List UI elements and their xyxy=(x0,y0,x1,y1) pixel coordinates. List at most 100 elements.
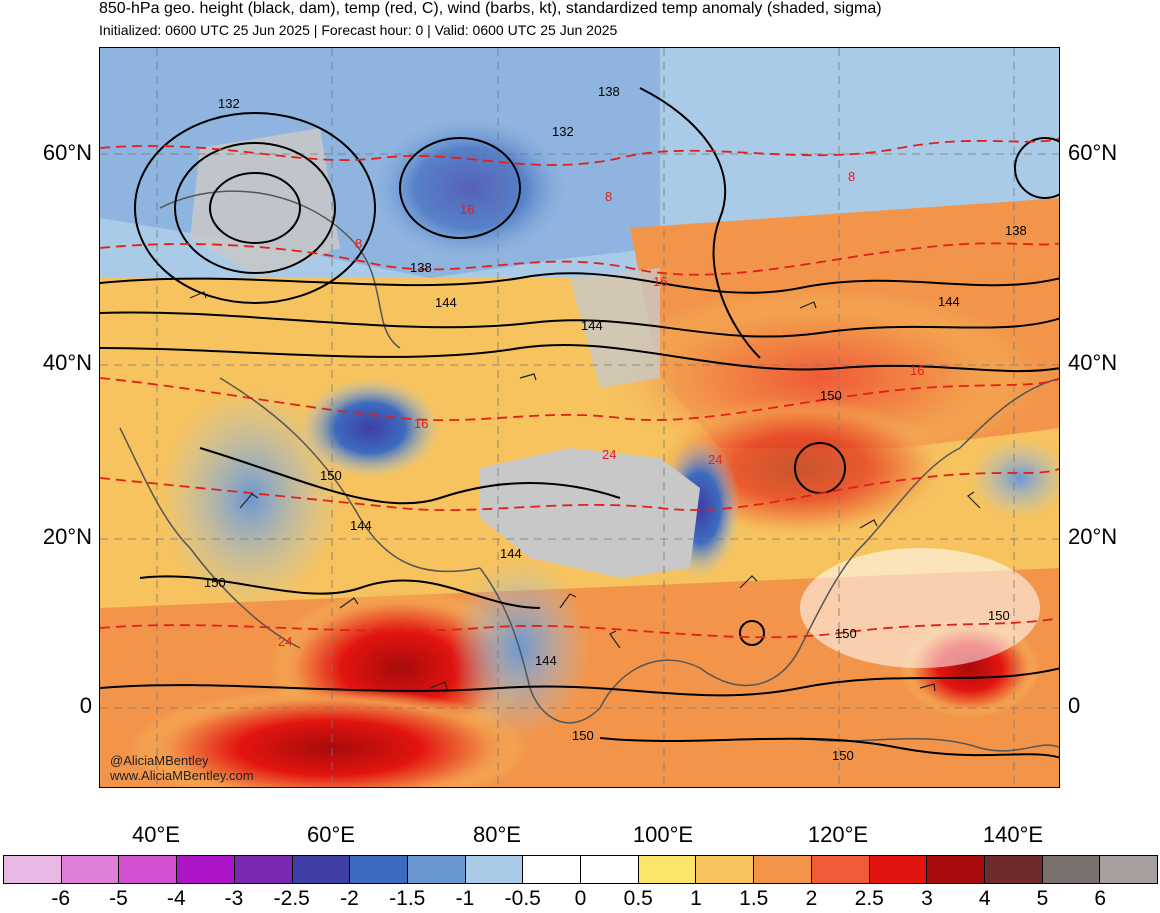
colorbar-tick-label: -2 xyxy=(340,887,359,910)
colorbar-swatch xyxy=(811,856,870,883)
lon-label-140e: 140°E xyxy=(982,822,1044,847)
colorbar-swatch xyxy=(754,856,812,883)
colorbar-tick-label: -0.5 xyxy=(504,887,541,910)
lat-label-eq-left: 0 xyxy=(79,693,92,718)
colorbar-swatch xyxy=(984,856,1043,883)
lat-label-40n-right: 40°N xyxy=(1068,350,1118,375)
colorbar-swatch xyxy=(696,856,755,883)
colorbar-tick-label: 1 xyxy=(690,887,702,910)
anomaly-colorbar xyxy=(3,855,1158,884)
colorbar-tick-label: 0.5 xyxy=(623,887,653,910)
height-label: 144 xyxy=(535,653,557,668)
colorbar-tick-label: 4 xyxy=(978,887,991,910)
temp-contours xyxy=(100,137,1059,639)
anomaly-neutral-pacific xyxy=(800,548,1040,668)
colorbar-swatch xyxy=(292,856,351,883)
colorbar-tick-label: -2.5 xyxy=(273,887,310,910)
colorbar-swatch xyxy=(1100,856,1158,883)
credit-handle: @AliciaMBentley xyxy=(110,753,209,768)
height-labels: 132 138 132 138 144 144 138 144 150 150 … xyxy=(204,84,1027,763)
chart-subtitle: Initialized: 0600 UTC 25 Jun 2025 | Fore… xyxy=(99,22,618,38)
temp-label: 16 xyxy=(653,274,667,289)
lon-label-40e: 40°E xyxy=(132,822,180,847)
temp-label: 24 xyxy=(278,634,292,649)
height-label: 138 xyxy=(1005,223,1027,238)
height-label: 150 xyxy=(988,608,1010,623)
colorbar-tick-label: 0 xyxy=(574,887,587,910)
height-label: 144 xyxy=(500,546,522,561)
colorbar-swatch xyxy=(4,856,62,883)
anomaly-hot-equatorial xyxy=(130,688,530,787)
height-contours xyxy=(100,87,1059,759)
map-panel: 132 138 132 138 144 144 138 144 150 150 … xyxy=(99,47,1060,788)
terrain-mask-tibet xyxy=(480,448,700,578)
height-label: 150 xyxy=(820,388,842,403)
colorbar-swatch xyxy=(177,856,235,883)
colorbar-swatch xyxy=(465,856,524,883)
colorbar-swatch xyxy=(638,856,697,883)
wind-barbs xyxy=(189,291,981,692)
colorbar-tick-label: -1 xyxy=(455,887,475,910)
anomaly-cool-japan xyxy=(970,438,1059,518)
anomaly-cool-india xyxy=(450,558,590,738)
colorbar-swatch xyxy=(61,856,120,883)
colorbar-swatch xyxy=(523,856,582,883)
temp-label: 8 xyxy=(848,169,855,184)
colorbar-swatch xyxy=(119,856,178,883)
lat-label-60n-right: 60°N xyxy=(1068,140,1118,165)
colorbar-swatch xyxy=(350,856,408,883)
height-label: 150 xyxy=(835,626,857,641)
terrain-mask-north xyxy=(190,128,340,278)
chart-title: 850-hPa geo. height (black, dam), temp (… xyxy=(99,0,882,17)
colorbar-swatch xyxy=(927,856,985,883)
height-label: 150 xyxy=(572,728,594,743)
temp-label: 8 xyxy=(355,236,362,251)
lon-label-120e: 120°E xyxy=(807,822,869,847)
graticule xyxy=(100,48,1059,787)
temp-label: 16 xyxy=(414,416,428,431)
colorbar-tick-label: -3 xyxy=(224,887,244,910)
credit-site: www.AliciaMBentley.com xyxy=(110,768,254,783)
height-label: 144 xyxy=(938,294,960,309)
lat-label-60n-left: 60°N xyxy=(42,140,92,165)
colorbar-tick-label: 3 xyxy=(921,887,933,910)
colorbar-tick-label: -1.5 xyxy=(389,887,426,910)
colorbar-tick-label: 6 xyxy=(1094,887,1107,910)
colorbar-tick-label: -5 xyxy=(109,887,128,910)
lon-label-100e: 100°E xyxy=(632,822,694,847)
lat-label-20n-right: 20°N xyxy=(1068,524,1118,549)
lat-label-40n-left: 40°N xyxy=(42,350,92,375)
lat-label-eq-right: 0 xyxy=(1068,693,1081,718)
colorbar-tick-label: 5 xyxy=(1036,887,1049,910)
temp-labels: 8 16 16 24 24 16 16 8 24 8 xyxy=(278,169,924,649)
colorbar-tick-label: 1.5 xyxy=(739,887,769,910)
colorbar-swatch xyxy=(407,856,466,883)
map-svg: 132 138 132 138 144 144 138 144 150 150 … xyxy=(100,48,1059,787)
height-label: 132 xyxy=(552,124,574,139)
lat-label-20n-left: 20°N xyxy=(42,524,92,549)
anomaly-cold-iran xyxy=(300,378,440,478)
colorbar-tick-label: 2 xyxy=(805,887,818,910)
height-label: 138 xyxy=(410,260,432,275)
colorbar-swatch xyxy=(234,856,293,883)
height-label: 144 xyxy=(581,318,603,333)
lon-label-60e: 60°E xyxy=(307,822,355,847)
terrain-mask-mongolia xyxy=(570,268,660,388)
colorbar-swatch xyxy=(581,856,639,883)
height-label: 144 xyxy=(350,518,372,533)
lon-label-80e: 80°E xyxy=(473,822,521,847)
colorbar-swatch xyxy=(1042,856,1101,883)
temp-label: 24 xyxy=(708,452,722,467)
colorbar-tick-label: 2.5 xyxy=(854,887,884,910)
temp-label: 16 xyxy=(460,202,474,217)
colorbar-swatch xyxy=(869,856,928,883)
height-label: 150 xyxy=(204,575,226,590)
height-label: 144 xyxy=(435,295,457,310)
colorbar-tick-label: -4 xyxy=(166,887,186,910)
height-label: 150 xyxy=(320,468,342,483)
temp-label: 8 xyxy=(605,189,612,204)
height-label: 138 xyxy=(598,84,620,99)
colorbar-tick-label: -6 xyxy=(51,887,71,910)
temp-label: 24 xyxy=(602,447,616,462)
height-label: 150 xyxy=(832,748,854,763)
